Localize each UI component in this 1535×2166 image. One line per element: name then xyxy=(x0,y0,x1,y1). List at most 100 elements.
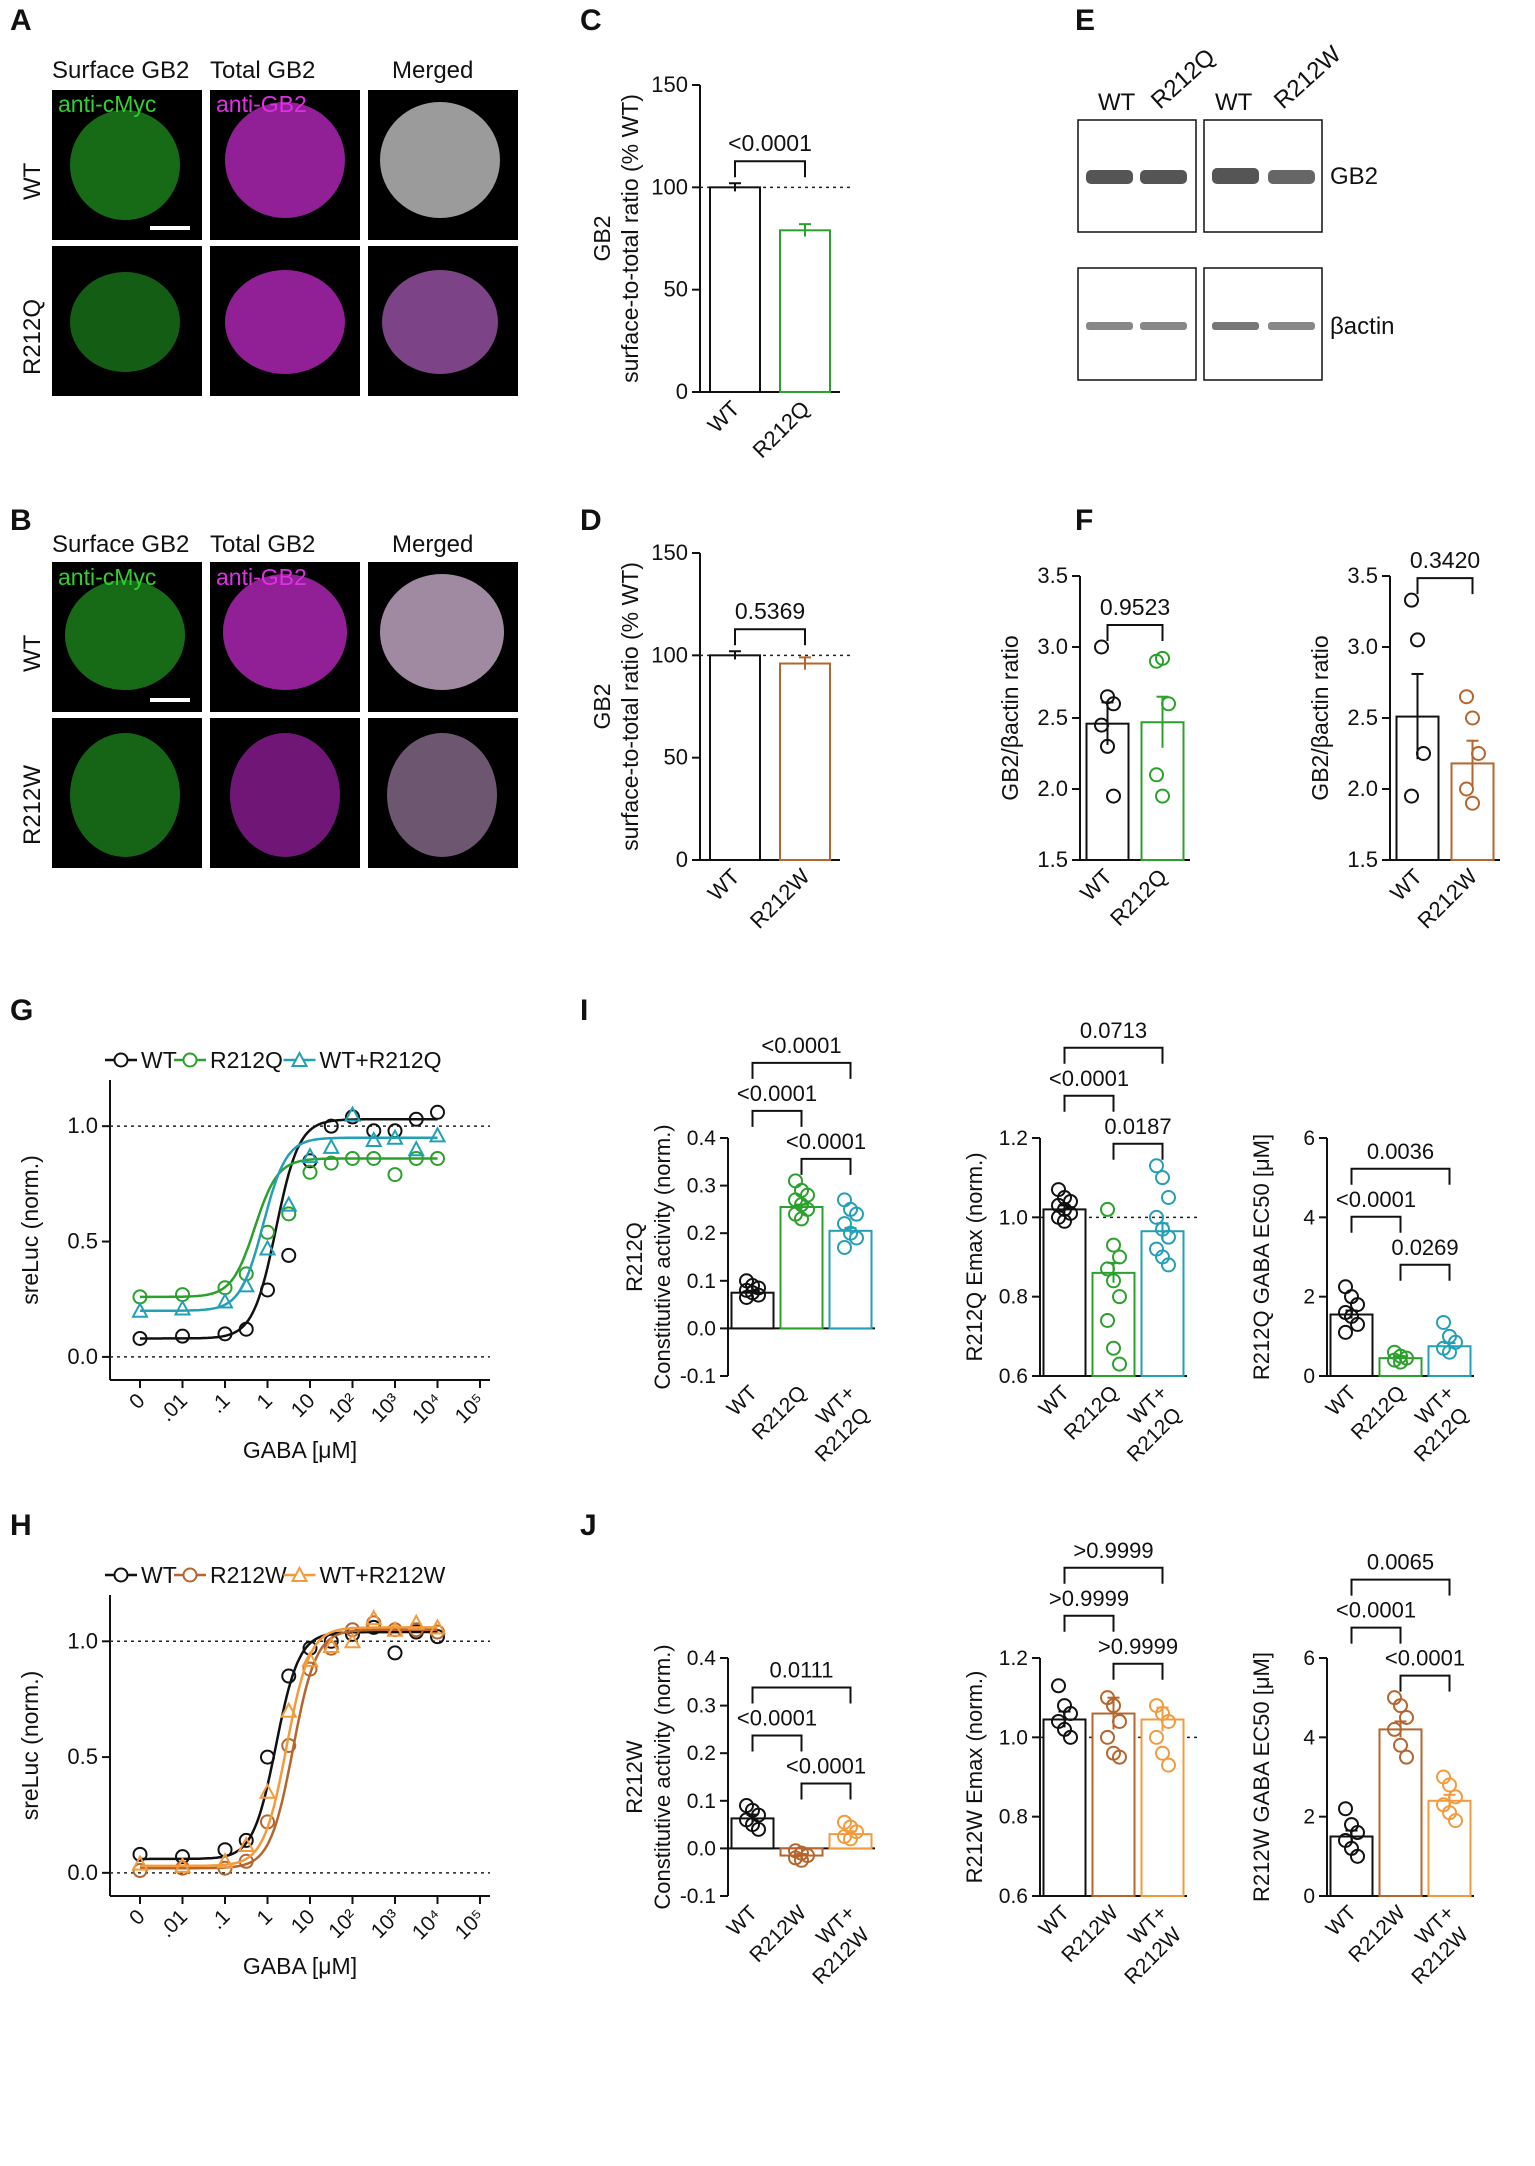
p-value-label: >0.9999 xyxy=(1073,1538,1153,1563)
data-point xyxy=(1112,1356,1127,1372)
data-point xyxy=(366,1150,382,1166)
data-point xyxy=(1155,1745,1170,1761)
stain-label-green: anti-cMyc xyxy=(58,91,156,117)
bar xyxy=(1378,1728,1423,1898)
cell-wt-surface xyxy=(70,110,180,220)
x-tick-label: 0 xyxy=(125,1389,150,1414)
p-value-label: <0.0001 xyxy=(786,1129,866,1154)
y-tick-label: 0.0 xyxy=(67,1344,98,1369)
y-tick-label: 100 xyxy=(651,642,688,667)
data-point xyxy=(430,1150,445,1166)
data-point xyxy=(1094,639,1109,655)
significance-bracket xyxy=(1063,1046,1164,1064)
legend-marker xyxy=(113,1567,129,1583)
y-tick-label: 2.5 xyxy=(1347,705,1378,730)
data-point xyxy=(343,1105,362,1122)
x-tick-label: R212Q xyxy=(1347,1381,1410,1444)
y-tick-label: 0.6 xyxy=(999,1365,1028,1388)
data-point xyxy=(430,1104,445,1120)
y-tick-label: 50 xyxy=(664,745,688,770)
data-point xyxy=(1465,795,1480,811)
significance-bracket xyxy=(1112,1662,1164,1680)
bar xyxy=(1427,1799,1472,1898)
x-tick-label: R212Q xyxy=(1060,1381,1123,1444)
x-tick-label: 10 xyxy=(287,1389,320,1422)
data-point xyxy=(1100,738,1115,754)
data-point xyxy=(837,1239,852,1255)
data-point xyxy=(1100,1261,1115,1277)
blot-band xyxy=(1268,322,1315,330)
y-tick-label: 0 xyxy=(676,847,688,872)
data-point xyxy=(1155,650,1170,666)
significance-bracket xyxy=(751,1109,803,1127)
cell-r212q-merged xyxy=(382,270,498,374)
bar xyxy=(1140,1718,1185,1897)
col-header-merged: Merged xyxy=(392,531,473,558)
p-value-label: <0.0001 xyxy=(1336,1598,1416,1623)
panel-letter-f: F xyxy=(1075,504,1093,537)
y-tick-label: 3.5 xyxy=(1347,563,1378,588)
data-point xyxy=(216,1852,234,1869)
data-point xyxy=(258,1782,277,1799)
data-point xyxy=(237,1276,255,1293)
x-tick-label: .1 xyxy=(206,1389,235,1418)
significance-bracket xyxy=(1350,1578,1451,1596)
y-axis-label: R212Q xyxy=(622,1222,647,1292)
data-point xyxy=(302,1164,318,1180)
y-axis-label: sreLuc (norm.) xyxy=(17,1671,43,1821)
data-point xyxy=(1051,1678,1066,1694)
p-value-label: 0.0187 xyxy=(1104,1114,1171,1139)
data-point xyxy=(323,1633,339,1649)
data-point xyxy=(407,1613,425,1630)
panel-a-micrographs: Surface GB2 Total GB2 Merged WT R212Q an… xyxy=(19,57,518,396)
data-point xyxy=(1149,767,1164,783)
data-point xyxy=(1338,1324,1353,1340)
blot-band xyxy=(1086,322,1133,330)
data-point xyxy=(322,1636,340,1653)
y-axis-label: surface-to-total ratio (% WT) xyxy=(617,562,643,851)
y-tick-label: 0 xyxy=(1303,1885,1315,1908)
x-tick-label: 10 xyxy=(287,1905,320,1938)
data-point xyxy=(1459,781,1474,797)
data-point xyxy=(1442,1344,1457,1360)
y-tick-label: 0.4 xyxy=(687,1647,717,1670)
x-tick-label: R212Q xyxy=(1105,864,1172,931)
x-tick-label: R212Q xyxy=(748,1381,811,1444)
y-axis-label: GB2/βactin ratio xyxy=(997,635,1023,800)
y-tick-label: 0.3 xyxy=(687,1695,716,1718)
significance-bracket xyxy=(734,160,806,178)
blot-band xyxy=(1212,322,1259,330)
data-point xyxy=(1471,746,1486,761)
data-point xyxy=(175,1287,190,1303)
data-point xyxy=(366,1123,382,1139)
y-tick-label: 1.5 xyxy=(1037,847,1068,872)
panel-letter-d: D xyxy=(580,504,602,537)
cell-r212w-total xyxy=(230,733,340,857)
y-tick-label: 1.0 xyxy=(999,1206,1028,1229)
x-tick-label: WT xyxy=(1075,864,1117,906)
y-tick-label: 100 xyxy=(651,174,688,199)
blot-lane-wt: WT xyxy=(1098,89,1136,116)
stain-label-magenta: anti-GB2 xyxy=(216,564,307,590)
significance-bracket xyxy=(751,1734,803,1752)
p-value-label: >0.9999 xyxy=(1098,1634,1178,1659)
data-point xyxy=(1161,1757,1176,1773)
panel-letter-j: J xyxy=(580,1509,597,1542)
significance-bracket xyxy=(1063,1614,1115,1632)
blot-band xyxy=(1212,168,1259,184)
data-point xyxy=(1161,1713,1176,1729)
blot-lane-wt-2: WT xyxy=(1215,89,1253,116)
p-value-label: 0.5369 xyxy=(735,598,805,624)
legend-label: WT+R212Q xyxy=(320,1047,442,1073)
legend-label: WT+R212W xyxy=(320,1562,446,1588)
x-tick-label: .01 xyxy=(155,1389,192,1426)
significance-bracket xyxy=(1063,1566,1164,1584)
y-tick-label: 1.2 xyxy=(999,1647,1028,1670)
x-tick-label: R212W xyxy=(745,864,815,934)
y-tick-label: 0.2 xyxy=(687,1222,716,1245)
panel-letter-e: E xyxy=(1075,4,1095,37)
